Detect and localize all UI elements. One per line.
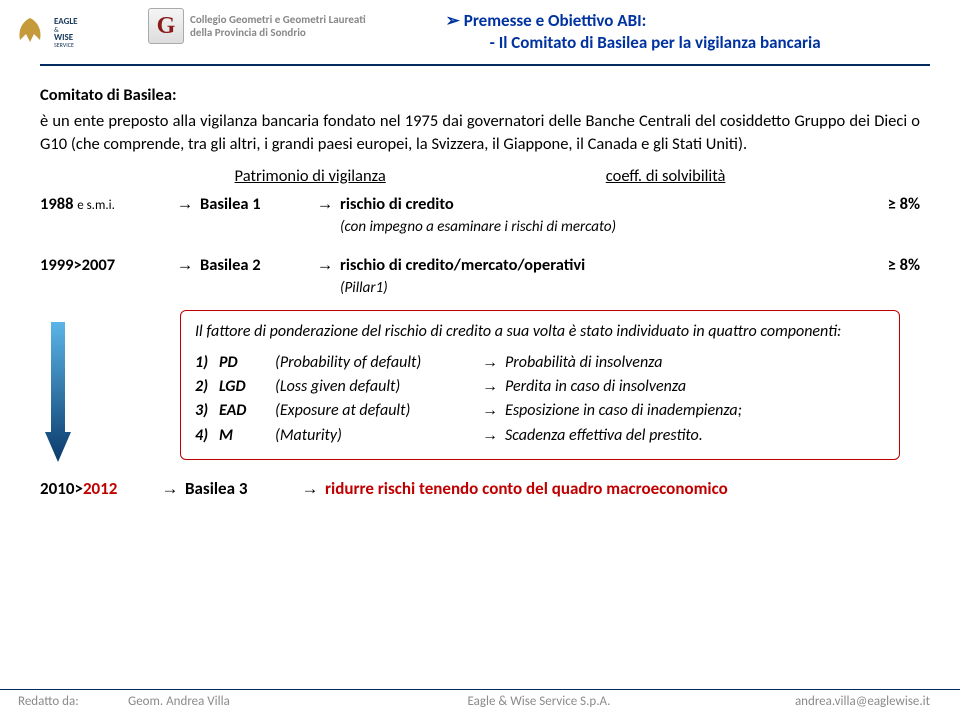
basel3-label: Basilea 3 bbox=[185, 478, 295, 501]
arrow-icon: → bbox=[155, 478, 185, 501]
eagle-icon bbox=[10, 12, 50, 52]
sub-1988: (con impegno a esaminare i rischi di mer… bbox=[340, 218, 616, 236]
factor-item: 4)M(Maturity)→Scadenza effettiva del pre… bbox=[195, 425, 885, 447]
arrow-icon: → bbox=[475, 400, 505, 422]
footer-email: andrea.villa@eaglewise.it bbox=[710, 694, 930, 709]
factor-desc: Esposizione in caso di inadempienza; bbox=[505, 400, 885, 422]
arrow-icon: → bbox=[310, 254, 340, 299]
arrow-icon: → bbox=[475, 376, 505, 398]
factor-long: (Loss given default) bbox=[275, 376, 475, 398]
arrow-icon: → bbox=[170, 193, 200, 238]
factor-num: 1) bbox=[195, 352, 219, 374]
footer-company: Eagle & Wise Service S.p.A. bbox=[368, 694, 710, 709]
factor-abbr: LGD bbox=[219, 376, 275, 398]
row-1988: 1988 e s.m.i. → Basilea 1 → rischio di c… bbox=[40, 193, 920, 238]
factor-abbr: EAD bbox=[219, 400, 275, 422]
risk-1999: rischio di credito/mercato/operativi bbox=[340, 255, 585, 275]
g-badge-icon: G bbox=[148, 8, 184, 44]
arrow-icon: → bbox=[475, 352, 505, 374]
patrimonio-label: Patrimonio di vigilanza bbox=[235, 165, 386, 187]
factor-item: 3)EAD(Exposure at default)→Esposizione i… bbox=[195, 400, 885, 422]
basel2-label: Basilea 2 bbox=[200, 254, 310, 299]
factor-desc: Scadenza effettiva del prestito. bbox=[505, 425, 885, 447]
factor-item: 2)LGD(Loss given default)→Perdita in cas… bbox=[195, 376, 885, 398]
factor-intro: Il fattore di ponderazione del rischio d… bbox=[195, 321, 885, 343]
basel1-label: Basilea 1 bbox=[200, 193, 310, 238]
year-2010a: 2010> bbox=[40, 478, 83, 499]
arrow-icon: → bbox=[295, 478, 325, 501]
factor-box: Il fattore di ponderazione del rischio d… bbox=[180, 310, 900, 460]
arrow-icon: → bbox=[310, 193, 340, 238]
factor-item: 1)PD(Probability of default)→Probabilità… bbox=[195, 352, 885, 374]
content-area: Comitato di Basilea: è un ente preposto … bbox=[0, 66, 960, 501]
pct-1988: ≥ 8% bbox=[850, 193, 920, 238]
gradient-down-arrow-icon bbox=[45, 322, 71, 462]
eagle-text-service: SERVICE bbox=[54, 42, 78, 48]
risk-1988: rischio di credito bbox=[340, 194, 454, 214]
reduce-text: ridurre rischi tenendo conto del quadro … bbox=[325, 478, 920, 501]
sondrio-line2: della Provincia di Sondrio bbox=[190, 26, 366, 39]
year-2012: 2012 bbox=[83, 478, 117, 499]
pct-1999: ≥ 8% bbox=[850, 254, 920, 299]
arrow-icon: → bbox=[170, 254, 200, 299]
title-block: ➢ Premesse e Obiettivo ABI: - Il Comitat… bbox=[366, 8, 960, 54]
year-1999: 1999>2007 bbox=[40, 254, 170, 299]
sub-1999: (Pillar1) bbox=[340, 279, 388, 297]
factor-long: (Maturity) bbox=[275, 425, 475, 447]
factor-abbr: PD bbox=[219, 352, 275, 374]
patrimonio-row: Patrimonio di vigilanza coeff. di solvib… bbox=[40, 165, 920, 187]
year-1988: 1988 bbox=[40, 194, 73, 214]
factor-list: 1)PD(Probability of default)→Probabilità… bbox=[195, 352, 885, 448]
arrow-icon: → bbox=[475, 425, 505, 447]
title-bullet: ➢ bbox=[446, 11, 460, 30]
factor-num: 3) bbox=[195, 400, 219, 422]
footer: Redatto da: Geom. Andrea Villa Eagle & W… bbox=[0, 689, 960, 715]
factor-long: (Exposure at default) bbox=[275, 400, 475, 422]
title-line1: Premesse e Obiettivo ABI: bbox=[464, 10, 647, 31]
title-line2: - Il Comitato di Basilea per la vigilanz… bbox=[490, 32, 821, 53]
factor-desc: Probabilità di insolvenza bbox=[505, 352, 885, 374]
factor-long: (Probability of default) bbox=[275, 352, 475, 374]
eagle-wise-logo: EAGLE & WISE SERVICE bbox=[10, 8, 140, 56]
row-1999: 1999>2007 → Basilea 2 → rischio di credi… bbox=[40, 254, 920, 299]
footer-label: Redatto da: bbox=[18, 694, 128, 709]
factor-num: 2) bbox=[195, 376, 219, 398]
header-row: EAGLE & WISE SERVICE G Collegio Geometri… bbox=[0, 0, 960, 64]
intro-paragraph: è un ente preposto alla vigilanza bancar… bbox=[40, 110, 920, 155]
factor-desc: Perdita in caso di insolvenza bbox=[505, 376, 885, 398]
row-2010: 2010>2012 → Basilea 3 → ridurre rischi t… bbox=[40, 478, 920, 501]
sondrio-line1: Collegio Geometri e Geometri Laureati bbox=[190, 13, 366, 26]
footer-author: Geom. Andrea Villa bbox=[128, 694, 368, 709]
factor-abbr: M bbox=[219, 425, 275, 447]
factor-num: 4) bbox=[195, 425, 219, 447]
coeff-label: coeff. di solvibilità bbox=[606, 165, 726, 187]
esmi: e s.m.i. bbox=[77, 198, 115, 213]
section-heading: Comitato di Basilea: bbox=[40, 84, 920, 106]
sondrio-logo: G Collegio Geometri e Geometri Laureati … bbox=[148, 8, 366, 44]
